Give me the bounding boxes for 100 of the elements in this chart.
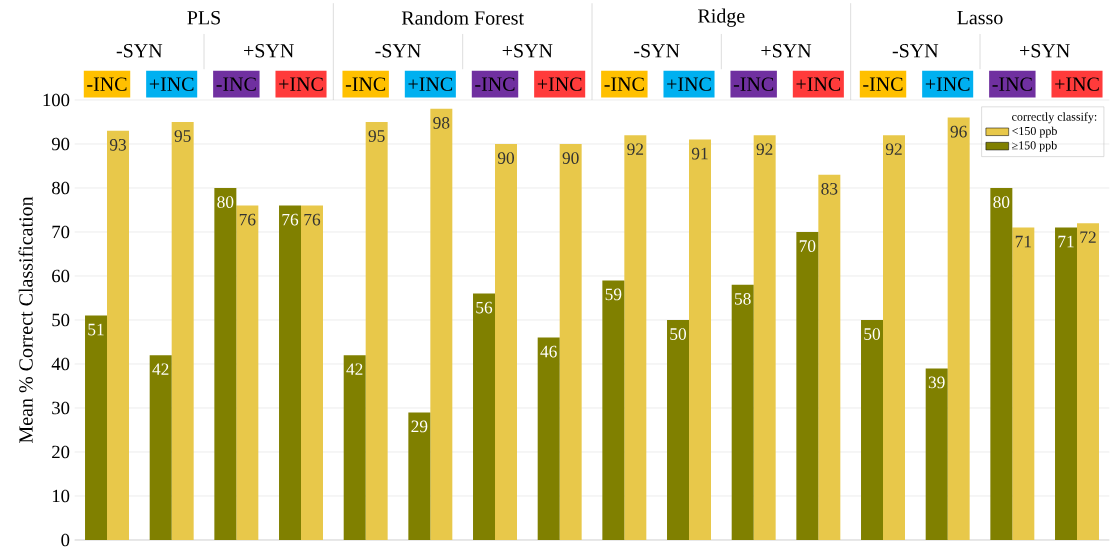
text: Random Forest [401,10,524,25]
text: Lasso [957,11,1003,25]
y-tick-label: 40 [51,357,70,371]
text: +SYN [502,43,553,58]
y-tick-label: 90 [51,137,70,151]
y-axis-title: Mean % Correct Classification [18,196,33,443]
text: Ridge [698,8,745,27]
bar [343,355,366,540]
data-label: 71 [1015,235,1031,248]
bar [624,135,647,540]
bar [1055,227,1078,540]
y-tick-label: 60 [52,269,70,283]
bar [689,139,711,540]
x-tick-label: +INC [279,77,323,91]
data-label: 92 [756,143,773,156]
data-label: 70 [799,240,816,252]
y-tick-label: 30 [52,401,70,415]
y-tick-label: 0 [61,533,70,547]
data-label: 42 [346,363,363,375]
data-label: 95 [174,130,191,142]
y-tick-label: 20 [52,445,70,459]
x-tick-label: -INC [87,77,127,91]
text: -SYN [892,43,939,58]
x-tick-label: -INC [345,77,386,91]
data-label: 39 [928,376,945,389]
data-label: 90 [497,152,515,164]
bar [149,355,172,540]
bar [301,205,323,540]
data-label: 76 [239,213,256,226]
bar [1012,227,1035,540]
bar [753,135,776,540]
data-label: 42 [152,363,169,375]
bar [667,319,690,540]
legend-label: ≥150 ppb [1012,140,1057,152]
data-label: 91 [691,147,708,160]
data-label: 50 [670,328,687,340]
x-tick-label: +INC [537,77,582,91]
data-label: 92 [627,143,644,156]
legend-title: correctly classify: [1012,112,1097,124]
bar [214,187,237,540]
bar [495,143,517,540]
x-tick-label: -INC [863,77,903,91]
x-tick-label: +INC [925,77,970,91]
bar [861,319,883,540]
x-tick-label: +INC [408,77,453,91]
data-label: 96 [950,125,967,138]
data-label: 95 [368,130,385,142]
bar [925,368,948,540]
bar [430,108,453,540]
bar [537,337,560,540]
bar [602,280,625,540]
data-label: 56 [476,301,493,314]
bar [990,187,1013,540]
bar [883,135,905,540]
bar [107,130,129,540]
bar [85,315,108,540]
text: PLS [187,10,220,25]
data-label: 50 [864,328,881,340]
bar [236,205,259,540]
data-label: 71 [1058,235,1074,248]
data-label: 83 [821,182,838,195]
y-tick-label: 10 [52,489,70,503]
text: +SYN [1020,43,1070,58]
bar [731,284,754,540]
x-tick-label: -INC [604,77,644,91]
x-tick-label: -INC [216,77,256,91]
data-label: 46 [540,345,557,358]
bar [473,293,496,540]
data-label: 76 [304,213,321,226]
bar [365,121,388,540]
data-label: 98 [433,116,450,129]
x-tick-label: +INC [1055,77,1099,91]
data-label: 80 [993,196,1010,208]
x-tick-label: -INC [733,77,774,91]
x-tick-label: -INC [992,77,1032,91]
bar [818,174,841,540]
data-label: 93 [109,138,126,151]
data-label: 59 [605,288,622,301]
text: -SYN [634,43,680,58]
legend-label: <150 ppb [1012,126,1057,138]
x-tick-label: +INC [667,77,711,91]
text: +SYN [761,43,812,58]
data-label: 92 [885,143,902,156]
x-tick-label: -INC [475,77,515,91]
data-label: 76 [282,213,299,226]
x-tick-label: +INC [149,77,194,91]
data-label: 58 [735,292,751,305]
bar [947,117,970,540]
x-tick-label: +INC [796,77,841,91]
data-label: 29 [411,420,428,433]
data-label: 90 [562,152,579,164]
bar [796,231,819,540]
bar [279,205,302,540]
bar [559,143,582,540]
data-label: 51 [88,323,104,336]
bar [1077,223,1099,540]
text: -SYN [375,43,421,58]
y-tick-label: 100 [43,93,70,107]
data-label: 72 [1080,231,1096,243]
y-tick-label: 50 [52,313,70,327]
